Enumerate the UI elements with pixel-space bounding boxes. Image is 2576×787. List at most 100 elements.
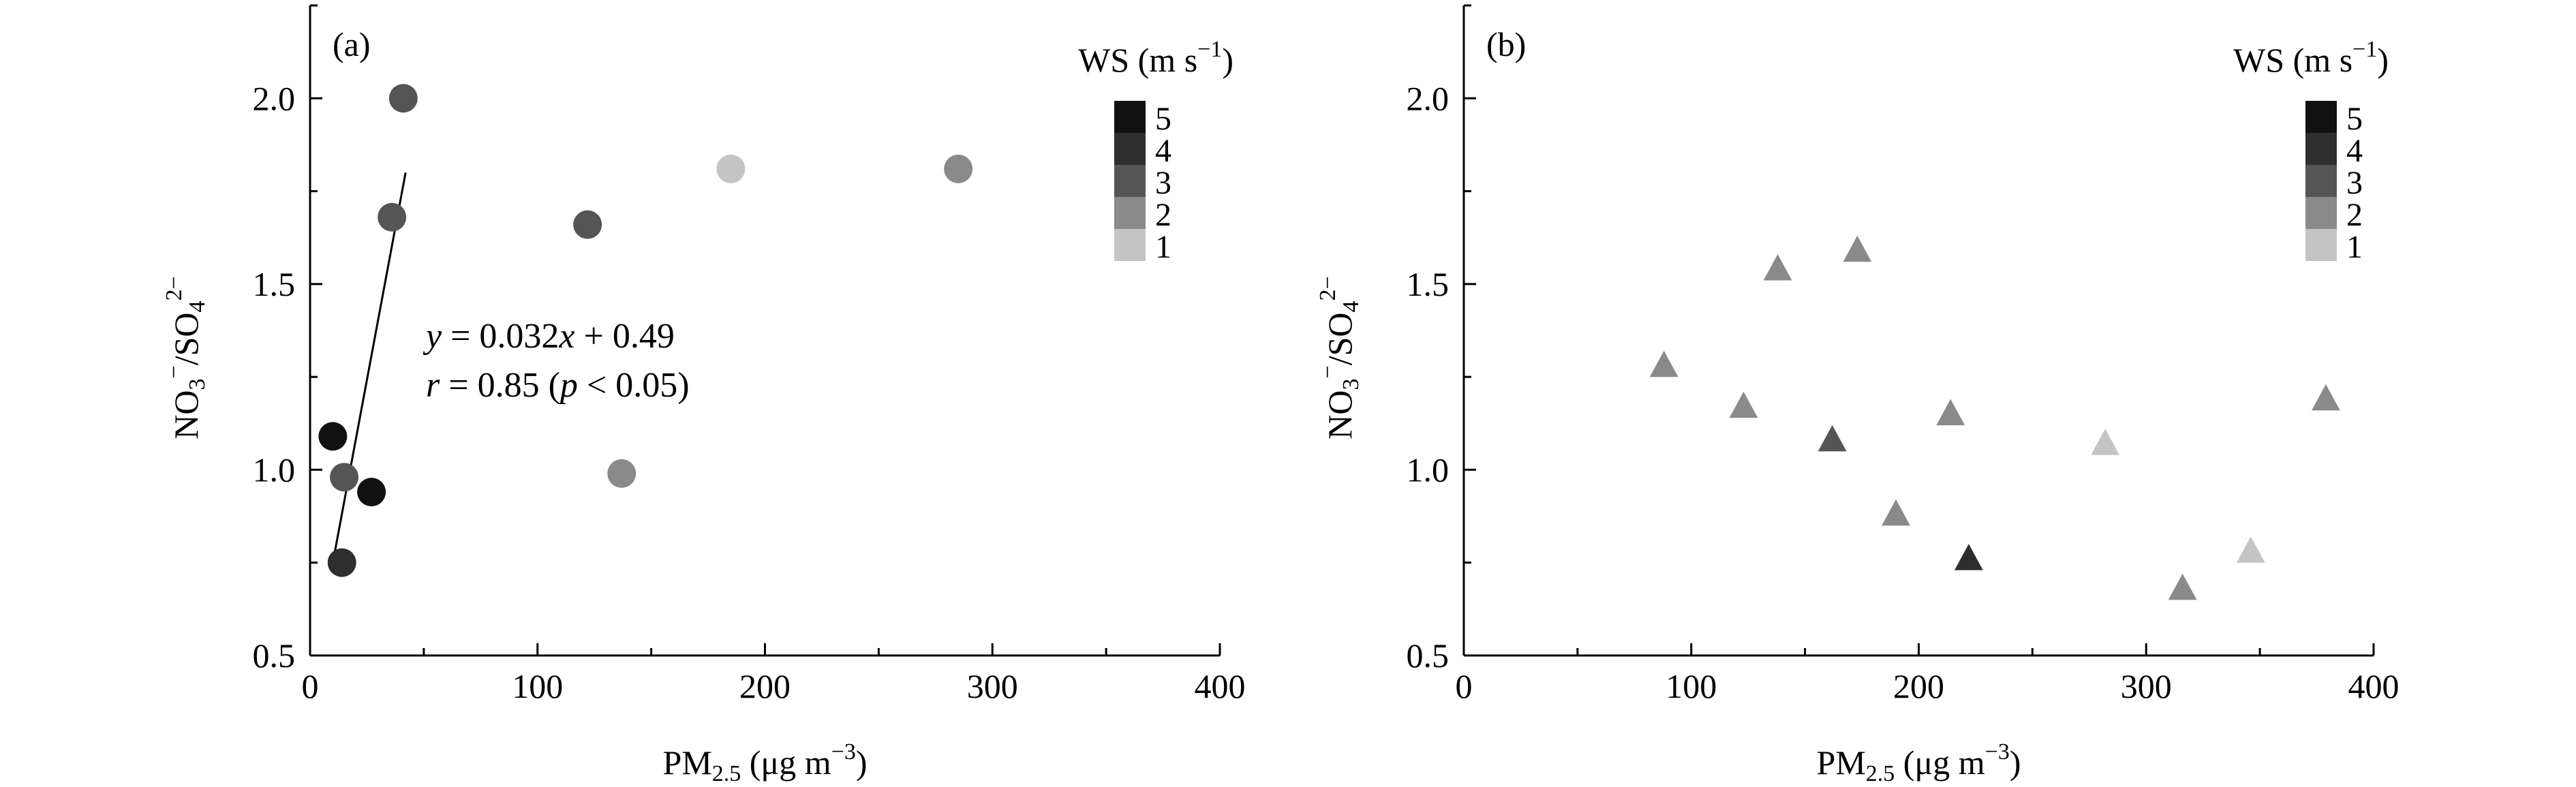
y-tick-label: 2.0 bbox=[1407, 79, 1450, 117]
y-title-so4-sup: 2− bbox=[162, 276, 187, 300]
y-title-so4-sub: 4 bbox=[185, 300, 210, 312]
data-point-triangle bbox=[1936, 399, 1965, 426]
y-axis-title: NO3−/SO42− bbox=[162, 276, 210, 439]
x-tick-label: 300 bbox=[967, 667, 1018, 705]
x-title-close: ) bbox=[856, 743, 868, 782]
legend-swatch-5 bbox=[1114, 101, 1146, 133]
y-tick-label: 1.5 bbox=[253, 265, 296, 303]
legend-label-3: 3 bbox=[2346, 165, 2363, 201]
legend-label-2: 2 bbox=[2346, 197, 2363, 233]
y-title-no3-sup: − bbox=[162, 365, 187, 378]
legend-swatch-2 bbox=[1114, 197, 1146, 229]
y-title-slash: /SO bbox=[167, 312, 205, 365]
legend-title-sup: −1 bbox=[1197, 37, 1222, 62]
legend-label-2: 2 bbox=[1155, 197, 1171, 233]
data-point-triangle bbox=[2091, 429, 2120, 455]
data-point-triangle bbox=[1729, 391, 1758, 418]
x-title-sub: 2.5 bbox=[1866, 761, 1895, 786]
data-point-triangle bbox=[2236, 536, 2265, 563]
legend-label-1: 1 bbox=[1155, 229, 1171, 265]
data-point-circle bbox=[327, 548, 356, 577]
data-point-circle bbox=[378, 202, 407, 232]
x-title-close: ) bbox=[2010, 743, 2021, 782]
legend-swatch-3 bbox=[2305, 165, 2337, 197]
correlation-text: r = 0.85 (p < 0.05) bbox=[426, 366, 690, 405]
regression-equation: y = 0.032x + 0.49 bbox=[423, 317, 675, 356]
data-point-triangle bbox=[2312, 384, 2340, 411]
x-title-main: PM bbox=[663, 743, 712, 782]
y-title-so4-sup: 2− bbox=[1315, 276, 1340, 300]
y-tick-label: 1.0 bbox=[1407, 450, 1450, 489]
legend-title-close: ) bbox=[2377, 41, 2389, 79]
y-axis-title: NO3−/SO42− bbox=[1315, 276, 1364, 439]
data-point-circle bbox=[357, 478, 386, 507]
legend-title-close: ) bbox=[1222, 41, 1233, 79]
regression-line bbox=[331, 172, 407, 563]
data-point-triangle bbox=[2168, 573, 2197, 600]
y-tick-label: 2.0 bbox=[253, 79, 296, 117]
legend-swatch-4 bbox=[1114, 133, 1146, 165]
data-point-circle bbox=[330, 463, 359, 492]
legend-title-sup: −1 bbox=[2352, 37, 2377, 62]
x-tick-label: 300 bbox=[2121, 667, 2172, 705]
x-title-unit: (μg m bbox=[1895, 743, 1984, 782]
x-title-sub: 2.5 bbox=[712, 761, 741, 786]
data-point-triangle bbox=[1649, 350, 1678, 377]
x-tick-label: 200 bbox=[1893, 667, 1944, 705]
y-title-no: NO bbox=[1321, 390, 1359, 439]
y-tick-label: 1.0 bbox=[253, 450, 296, 489]
corr-rest: < 0.05) bbox=[578, 366, 690, 405]
legend-swatch-1 bbox=[1114, 229, 1146, 261]
x-tick-label: 0 bbox=[1456, 667, 1473, 705]
y-title-no3-sub: 3 bbox=[1338, 378, 1364, 390]
panel-label: (a) bbox=[333, 25, 371, 63]
corr-eq: = 0.85 ( bbox=[440, 366, 560, 405]
legend-swatch-3 bbox=[1114, 165, 1146, 197]
eq-rest: + 0.49 bbox=[575, 317, 675, 356]
legend-label-4: 4 bbox=[2346, 133, 2363, 169]
data-point-triangle bbox=[1954, 544, 1983, 570]
data-point-circle bbox=[573, 210, 602, 239]
data-point-triangle bbox=[1882, 499, 1911, 526]
x-tick-label: 0 bbox=[302, 667, 319, 705]
y-tick-label: 0.5 bbox=[1407, 636, 1450, 675]
legend-label-4: 4 bbox=[1155, 133, 1171, 169]
x-tick-label: 400 bbox=[2348, 667, 2399, 705]
legend-title: WS (m s−1) bbox=[2233, 37, 2389, 79]
x-axis-title: PM2.5 (μg m−3) bbox=[663, 739, 868, 786]
eq-y: y bbox=[423, 317, 442, 356]
x-title-unit-sup: −3 bbox=[1985, 739, 2010, 765]
data-point-circle bbox=[607, 459, 637, 488]
y-title-slash: /SO bbox=[1321, 312, 1359, 365]
legend-title: WS (m s−1) bbox=[1078, 37, 1233, 79]
legend-swatch-2 bbox=[2305, 197, 2337, 229]
data-point-circle bbox=[388, 84, 418, 113]
x-title-main: PM bbox=[1817, 743, 1866, 782]
y-tick-label: 0.5 bbox=[253, 636, 296, 675]
x-title-unit-sup: −3 bbox=[831, 739, 856, 765]
legend-label-3: 3 bbox=[1155, 165, 1171, 201]
x-tick-label: 100 bbox=[512, 667, 563, 705]
y-title-no3-sup: − bbox=[1315, 365, 1340, 378]
data-point-circle bbox=[716, 154, 746, 183]
data-point-triangle bbox=[1763, 254, 1792, 281]
legend-swatch-5 bbox=[2305, 101, 2337, 133]
legend-label-5: 5 bbox=[1155, 101, 1171, 137]
legend-swatch-4 bbox=[2305, 133, 2337, 165]
legend-swatch-1 bbox=[2305, 229, 2337, 261]
eq-coef: = 0.032 bbox=[442, 317, 559, 356]
data-point-triangle bbox=[1843, 235, 1872, 262]
legend-title-main: WS (m s bbox=[2233, 41, 2352, 79]
y-title-no3-sub: 3 bbox=[185, 378, 210, 390]
data-point-circle bbox=[318, 422, 348, 451]
legend-label-1: 1 bbox=[2346, 229, 2363, 265]
y-title-no: NO bbox=[167, 390, 205, 439]
legend-title-main: WS (m s bbox=[1078, 41, 1197, 79]
x-tick-label: 100 bbox=[1666, 667, 1717, 705]
x-axis-title: PM2.5 (μg m−3) bbox=[1817, 739, 2021, 786]
corr-p: p bbox=[557, 366, 578, 405]
y-title-so4-sub: 4 bbox=[1338, 300, 1364, 312]
